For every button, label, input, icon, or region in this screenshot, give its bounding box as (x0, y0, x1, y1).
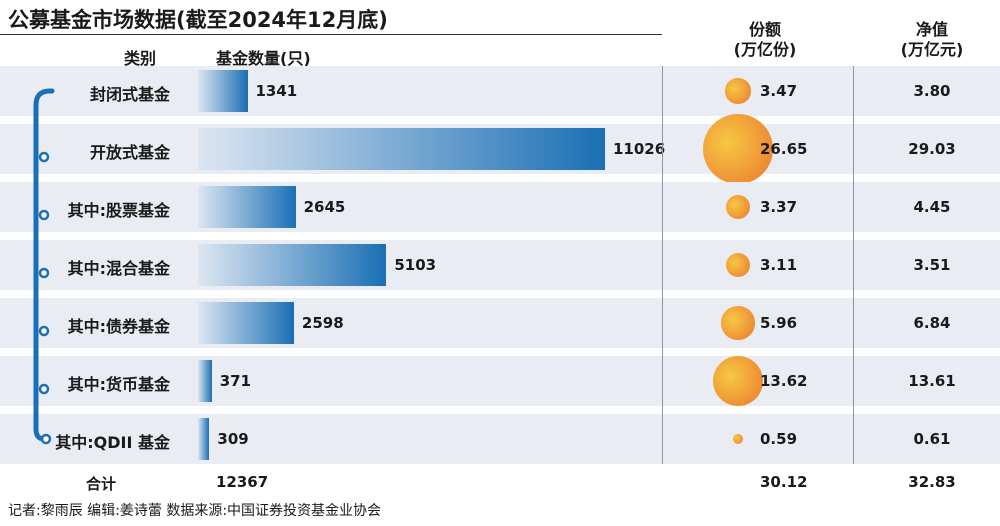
share-value-label: 3.47 (760, 82, 798, 100)
title-rule (0, 34, 662, 35)
share-bubble (703, 114, 773, 184)
nav-value-label: 29.03 (908, 140, 956, 158)
row-background (0, 414, 1000, 464)
total-shares: 30.12 (760, 473, 808, 491)
share-bubble (732, 433, 744, 445)
category-label: 开放式基金 (89, 143, 170, 162)
nav-value-label: 3.51 (913, 256, 951, 274)
column-divider-shares (662, 66, 663, 464)
nav-value-label: 6.84 (913, 314, 951, 332)
share-value-label: 5.96 (760, 314, 798, 332)
row-background (0, 356, 1000, 406)
category-label: 其中:货币基金 (67, 375, 170, 394)
bracket-line (33, 88, 55, 442)
share-value-label: 13.62 (760, 372, 808, 390)
category-label: 其中:债券基金 (67, 317, 170, 336)
count-value-label: 5103 (394, 256, 437, 274)
count-value-label: 2645 (303, 198, 346, 216)
share-bubble (725, 194, 751, 220)
nav-value-label: 13.61 (908, 372, 956, 390)
share-bubble (726, 253, 750, 277)
header-category: 类别 (124, 49, 157, 68)
row-background (0, 240, 1000, 290)
share-value-label: 26.65 (760, 140, 808, 158)
nav-value-label: 4.45 (913, 198, 951, 216)
row-background (0, 298, 1000, 348)
nav-value-label: 0.61 (913, 430, 951, 448)
count-value-label: 309 (217, 430, 249, 448)
header-shares-line2: (万亿份) (733, 40, 797, 59)
header-nav-line1: 净值 (915, 20, 948, 39)
chart-title: 公募基金市场数据(截至2024年12月底) (8, 8, 388, 32)
bracket-node- (38, 325, 50, 337)
category-label: 其中:混合基金 (67, 259, 170, 278)
count-value-label: 2598 (301, 314, 344, 332)
share-bubble (725, 78, 751, 104)
total-count: 12367 (216, 473, 269, 491)
header-nav-line2: (万亿元) (900, 40, 964, 59)
category-label: 其中:QDII 基金 (55, 433, 170, 452)
share-value-label: 3.11 (760, 256, 798, 274)
nav-value-label: 3.80 (913, 82, 951, 100)
share-value-label: 3.37 (760, 198, 798, 216)
bracket-node- (38, 383, 50, 395)
share-value-label: 0.59 (760, 430, 798, 448)
row-background (0, 66, 1000, 116)
share-bubble (721, 306, 755, 340)
category-label: 其中:股票基金 (67, 201, 170, 220)
count-bar (198, 128, 605, 170)
count-value-label: 1341 (255, 82, 298, 100)
count-bar (198, 244, 387, 286)
count-bar (198, 418, 210, 460)
header-count: 基金数量(只) (216, 49, 311, 68)
total-label: 合计 (86, 475, 117, 493)
header-nav: 净值 (万亿元) (867, 20, 997, 60)
count-bar (198, 70, 248, 112)
count-value-label: 11026 (613, 140, 666, 158)
footer-credits: 记者:黎雨辰 编辑:姜诗蕾 数据来源:中国证券投资基金业协会 (8, 503, 382, 519)
category-label: 封闭式基金 (89, 85, 170, 104)
bracket-node-qdii (40, 433, 52, 445)
share-bubble (712, 355, 763, 406)
count-value-label: 371 (219, 372, 251, 390)
bracket-node- (38, 151, 50, 163)
hierarchy-bracket (33, 88, 55, 445)
count-bar (198, 186, 296, 228)
bracket-node- (38, 267, 50, 279)
row-background (0, 182, 1000, 232)
bracket-node- (38, 209, 50, 221)
column-divider-nav (853, 66, 854, 464)
total-nav: 32.83 (908, 473, 956, 491)
bracket-nodes (38, 151, 52, 445)
header-shares: 份额 (万亿份) (700, 20, 830, 60)
header-shares-line1: 份额 (748, 20, 781, 39)
count-bar (198, 302, 294, 344)
count-bar (198, 360, 212, 402)
